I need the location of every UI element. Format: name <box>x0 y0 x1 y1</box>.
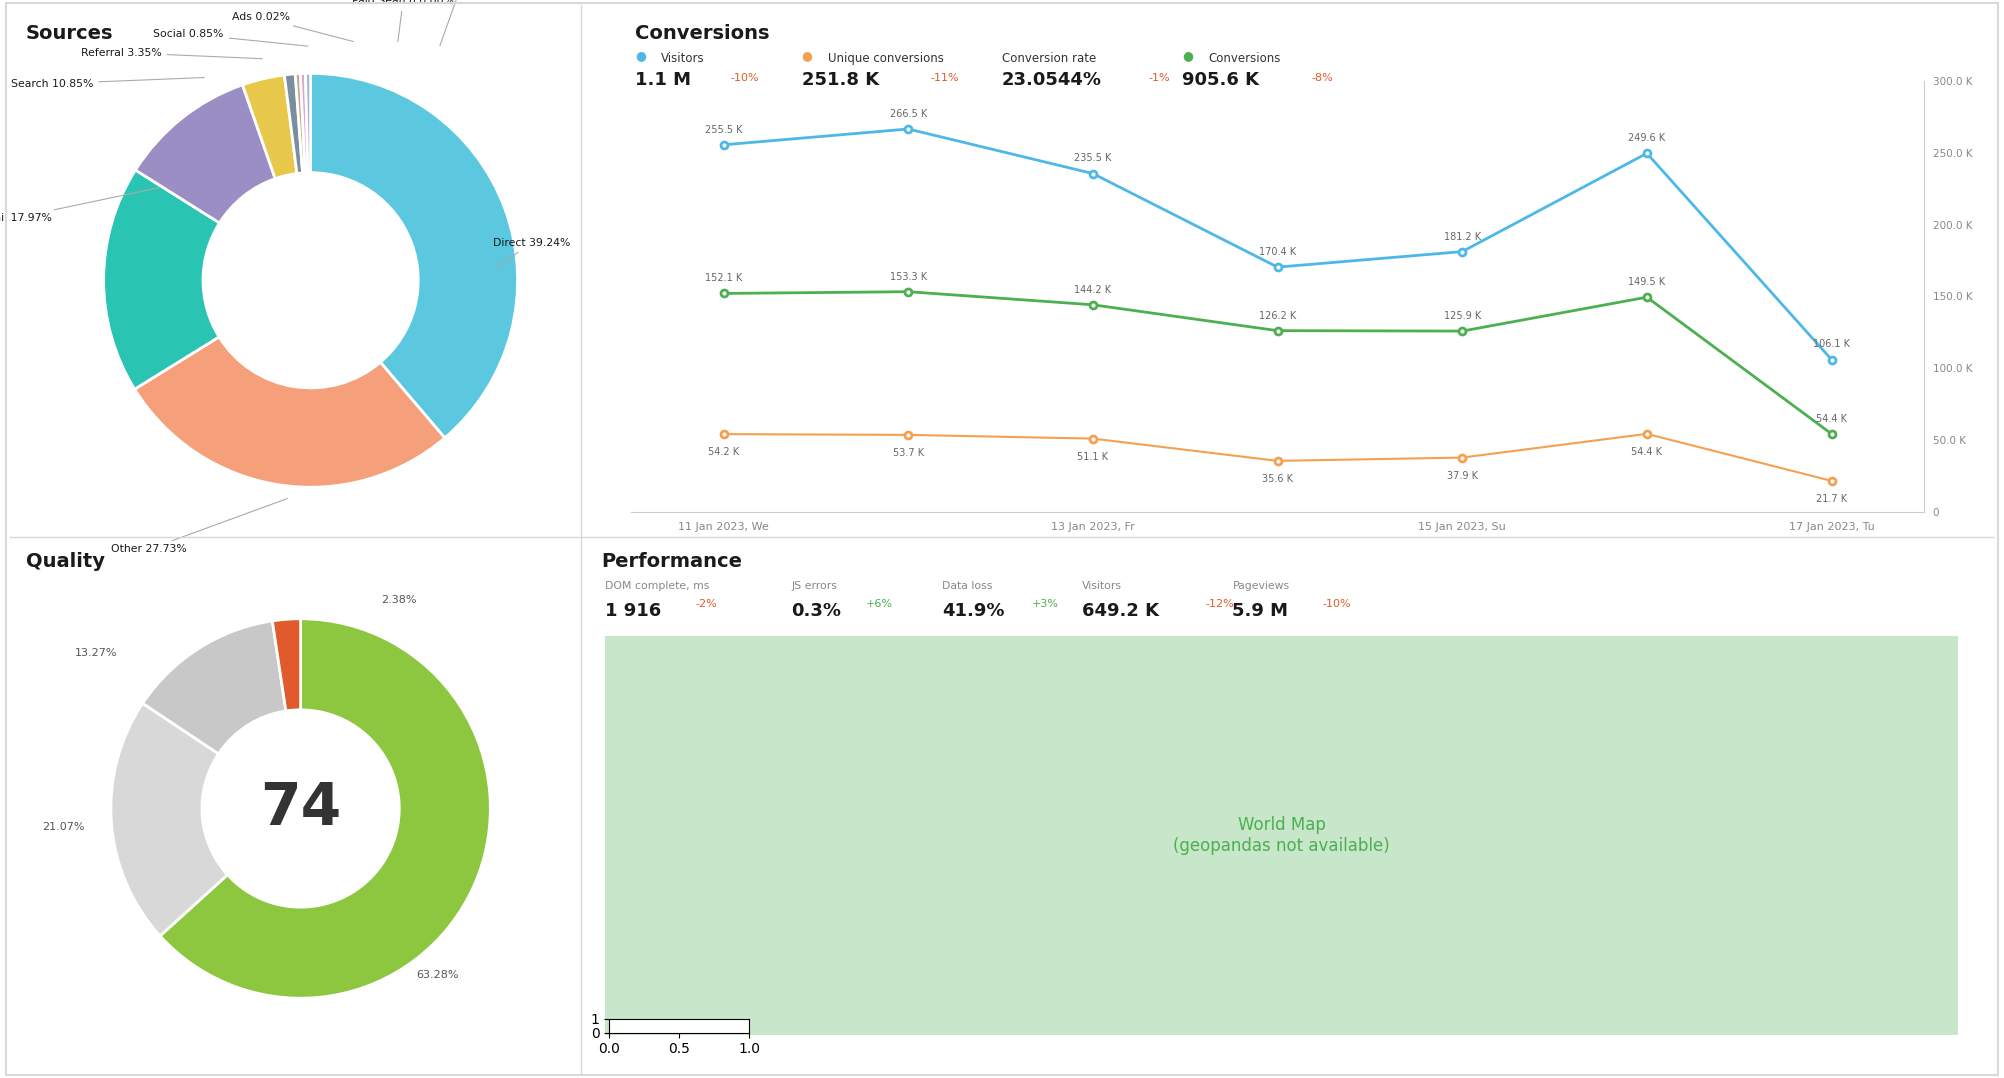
Wedge shape <box>104 170 220 389</box>
Text: Visitors: Visitors <box>661 52 705 65</box>
Text: 35.6 K: 35.6 K <box>1263 474 1293 484</box>
Text: World Map
(geopandas not available): World Map (geopandas not available) <box>1172 816 1391 855</box>
Wedge shape <box>285 74 303 174</box>
Text: 249.6 K: 249.6 K <box>1629 134 1665 143</box>
Text: 181.2 K: 181.2 K <box>1443 232 1481 241</box>
Text: 235.5 K: 235.5 K <box>1074 153 1112 164</box>
Text: 266.5 K: 266.5 K <box>890 109 928 119</box>
Text: -1%: -1% <box>1148 72 1170 83</box>
Text: 149.5 K: 149.5 K <box>1629 277 1665 287</box>
Wedge shape <box>142 621 287 754</box>
Text: 1.1 M: 1.1 M <box>635 71 691 88</box>
Text: 13.27%: 13.27% <box>74 648 116 658</box>
Wedge shape <box>305 73 311 172</box>
Text: Conversions: Conversions <box>635 24 770 43</box>
Wedge shape <box>273 619 301 711</box>
Text: 5.9 M: 5.9 M <box>1232 602 1289 620</box>
Text: 54.4 K: 54.4 K <box>1816 414 1848 424</box>
Wedge shape <box>160 619 491 998</box>
Text: Paid Search 0.00%: Paid Search 0.00% <box>353 0 455 42</box>
Text: 152.1 K: 152.1 K <box>705 274 741 284</box>
Text: Conversions: Conversions <box>1208 52 1281 65</box>
Wedge shape <box>301 73 309 172</box>
Text: Affiliates 0.00%: Affiliates 0.00% <box>419 0 503 46</box>
Text: 255.5 K: 255.5 K <box>705 125 741 135</box>
Text: 74: 74 <box>261 780 341 837</box>
Text: 41.9%: 41.9% <box>942 602 1004 620</box>
Text: -11%: -11% <box>930 72 960 83</box>
Text: JS errors: JS errors <box>792 581 838 591</box>
Text: -10%: -10% <box>729 72 760 83</box>
Text: 54.2 K: 54.2 K <box>707 447 739 457</box>
Text: 21.07%: 21.07% <box>42 823 84 832</box>
Text: 63.28%: 63.28% <box>417 970 459 981</box>
Text: Email 17.97%: Email 17.97% <box>0 188 158 223</box>
Wedge shape <box>134 337 445 487</box>
Wedge shape <box>136 85 275 223</box>
Text: 144.2 K: 144.2 K <box>1074 285 1112 294</box>
Text: Data loss: Data loss <box>942 581 992 591</box>
Text: Referral 3.35%: Referral 3.35% <box>80 47 263 58</box>
Text: Search 10.85%: Search 10.85% <box>10 78 204 88</box>
Text: 0.3%: 0.3% <box>792 602 842 620</box>
Text: 53.7 K: 53.7 K <box>892 447 924 458</box>
Text: 2.38%: 2.38% <box>381 595 417 605</box>
Text: Visitors: Visitors <box>1082 581 1122 591</box>
Text: DOM complete, ms: DOM complete, ms <box>605 581 709 591</box>
Text: Social 0.85%: Social 0.85% <box>154 29 309 46</box>
Text: Conversion rate: Conversion rate <box>1002 52 1096 65</box>
Text: Sources: Sources <box>26 24 114 43</box>
Text: Other 27.73%: Other 27.73% <box>110 498 287 554</box>
Text: 126.2 K: 126.2 K <box>1259 310 1297 320</box>
Text: Performance: Performance <box>601 552 741 571</box>
Text: ●: ● <box>802 50 812 63</box>
Text: 125.9 K: 125.9 K <box>1443 312 1481 321</box>
Text: +6%: +6% <box>866 599 892 609</box>
Text: ●: ● <box>1182 50 1192 63</box>
Wedge shape <box>242 75 297 179</box>
Text: Quality: Quality <box>26 552 104 571</box>
Text: -8%: -8% <box>1311 72 1333 83</box>
Text: 649.2 K: 649.2 K <box>1082 602 1158 620</box>
Text: 37.9 K: 37.9 K <box>1447 470 1477 481</box>
Text: Direct 39.24%: Direct 39.24% <box>493 238 569 268</box>
Text: Ads 0.02%: Ads 0.02% <box>232 13 353 42</box>
Wedge shape <box>110 703 228 936</box>
Text: 23.0544%: 23.0544% <box>1002 71 1102 88</box>
Text: 106.1 K: 106.1 K <box>1814 340 1850 349</box>
Text: 21.7 K: 21.7 K <box>1816 494 1848 503</box>
Text: Unique conversions: Unique conversions <box>828 52 944 65</box>
Text: Pageviews: Pageviews <box>1232 581 1291 591</box>
Text: 51.1 K: 51.1 K <box>1078 452 1108 461</box>
Text: 170.4 K: 170.4 K <box>1259 247 1297 257</box>
Text: 153.3 K: 153.3 K <box>890 272 926 281</box>
Text: 54.4 K: 54.4 K <box>1631 446 1663 457</box>
Text: 905.6 K: 905.6 K <box>1182 71 1259 88</box>
Text: -12%: -12% <box>1204 599 1234 609</box>
Text: 1 916: 1 916 <box>605 602 661 620</box>
Text: +3%: +3% <box>1032 599 1058 609</box>
Wedge shape <box>311 73 517 438</box>
Text: 251.8 K: 251.8 K <box>802 71 878 88</box>
Text: ●: ● <box>635 50 645 63</box>
Wedge shape <box>295 73 305 172</box>
Text: -2%: -2% <box>695 599 717 609</box>
Text: -10%: -10% <box>1323 599 1351 609</box>
